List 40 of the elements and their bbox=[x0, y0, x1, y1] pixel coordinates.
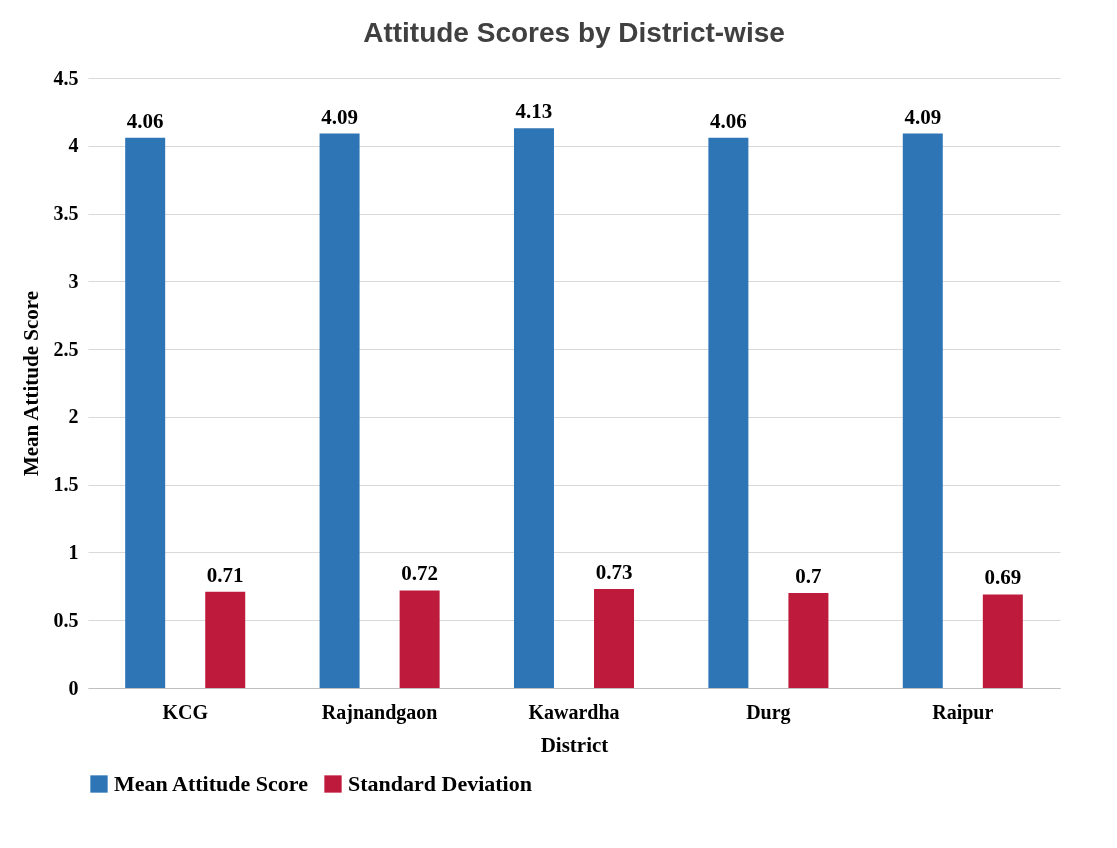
y-axis-title: Mean Attitude Score bbox=[18, 290, 43, 477]
data-label: 0.72 bbox=[401, 561, 438, 586]
bar bbox=[982, 594, 1023, 688]
x-axis-title: District bbox=[540, 732, 609, 757]
data-label: 4.06 bbox=[126, 108, 164, 133]
y-tick-label: 3.5 bbox=[53, 202, 79, 225]
bar bbox=[708, 137, 749, 688]
x-tick-label: Durg bbox=[746, 700, 791, 724]
bar bbox=[513, 128, 554, 688]
bar bbox=[594, 589, 635, 688]
y-tick-label: 1.5 bbox=[53, 473, 79, 496]
y-tick-label: 2 bbox=[68, 405, 79, 428]
x-tick-label: Rajnandgaon bbox=[321, 700, 438, 724]
data-label: 4.09 bbox=[321, 104, 358, 129]
data-label: 0.73 bbox=[595, 560, 633, 585]
bar bbox=[788, 593, 829, 688]
bar bbox=[902, 133, 943, 688]
bar bbox=[125, 137, 166, 688]
y-tick-label: 4 bbox=[68, 134, 79, 157]
y-tick-label: 2.5 bbox=[53, 337, 79, 360]
x-tick-label: Raipur bbox=[932, 700, 994, 724]
bar bbox=[205, 591, 246, 688]
y-tick-label: 0 bbox=[68, 676, 79, 699]
data-label: 4.09 bbox=[904, 104, 942, 129]
chart-title: Attitude Scores by District-wise bbox=[363, 17, 785, 48]
x-tick-label: Kawardha bbox=[528, 700, 620, 723]
data-label: 0.7 bbox=[795, 564, 822, 589]
bar bbox=[399, 590, 440, 688]
legend-label: Standard Deviation bbox=[348, 771, 532, 796]
data-label: 4.13 bbox=[515, 99, 553, 124]
data-label: 0.71 bbox=[206, 562, 244, 587]
data-label: 0.69 bbox=[984, 565, 1022, 590]
legend-label: Mean Attitude Score bbox=[114, 771, 309, 796]
y-tick-label: 1 bbox=[68, 540, 79, 563]
y-tick-label: 0.5 bbox=[53, 608, 79, 631]
y-tick-label: 3 bbox=[68, 269, 79, 292]
y-tick-label: 4.5 bbox=[53, 66, 79, 89]
data-label: 4.06 bbox=[710, 108, 747, 133]
bar bbox=[319, 133, 360, 688]
x-tick-label: KCG bbox=[162, 700, 209, 723]
